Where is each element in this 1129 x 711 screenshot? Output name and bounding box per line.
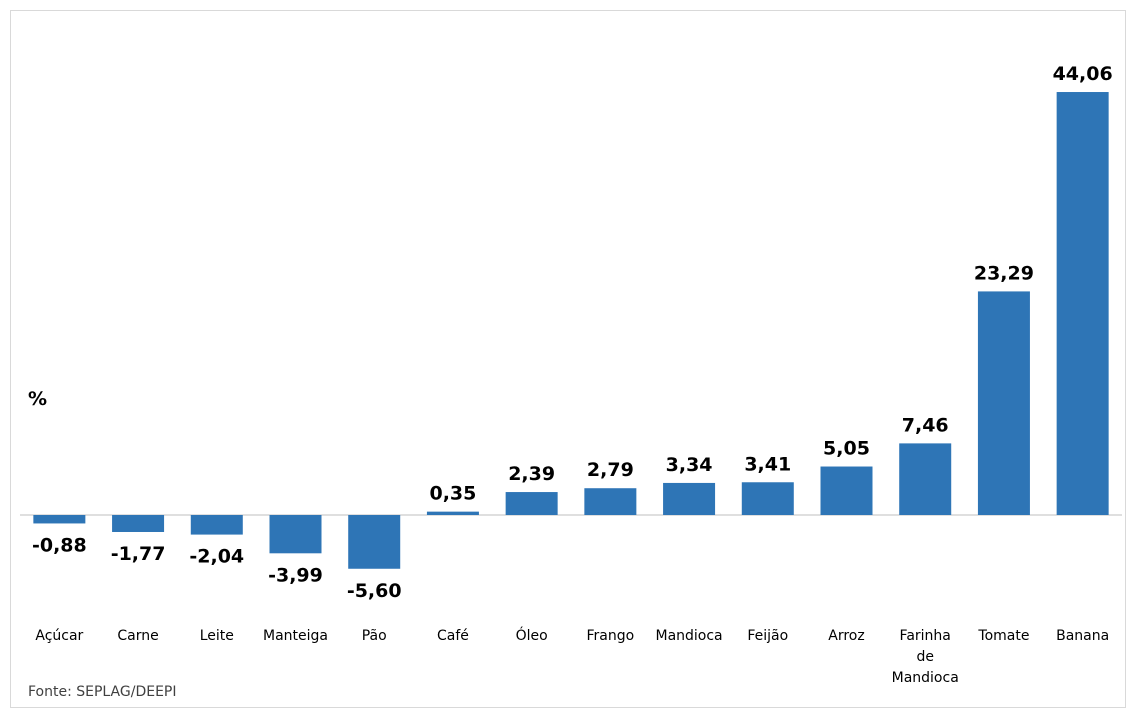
bar-6 [505, 492, 558, 515]
bar-11 [899, 443, 952, 515]
value-label-9: 3,41 [744, 453, 791, 475]
bar-7 [584, 488, 637, 515]
bar-4 [348, 515, 401, 569]
value-label-3: -3,99 [268, 564, 323, 586]
category-label-9: Feijão [747, 628, 788, 644]
value-label-0: -0,88 [32, 534, 87, 556]
value-label-5: 0,35 [429, 483, 476, 505]
value-label-7: 2,79 [587, 459, 634, 481]
category-label-2: Leite [200, 628, 234, 644]
value-label-10: 5,05 [823, 438, 870, 460]
value-label-1: -1,77 [111, 543, 166, 565]
value-label-12: 23,29 [974, 262, 1034, 284]
bar-13 [1056, 92, 1109, 516]
category-label-12: Tomate [977, 628, 1029, 644]
bar-8 [663, 482, 716, 515]
bar-9 [741, 482, 794, 515]
bar-3 [269, 515, 322, 554]
value-label-4: -5,60 [347, 580, 402, 602]
bar-5 [426, 511, 479, 515]
category-label-10: Arroz [828, 628, 864, 644]
category-label-7: Frango [587, 628, 635, 644]
source-note: Fonte: SEPLAG/DEEPI [28, 684, 177, 700]
value-label-2: -2,04 [189, 546, 244, 568]
bar-1 [112, 515, 165, 532]
category-label-0: Açúcar [35, 628, 83, 644]
category-label-13: Banana [1056, 628, 1109, 644]
category-label-1: Carne [117, 628, 158, 644]
category-label-3: Manteiga [263, 628, 328, 644]
value-label-8: 3,34 [666, 454, 713, 476]
bar-10 [820, 466, 873, 515]
category-label-5: Café [437, 628, 469, 644]
value-label-6: 2,39 [508, 463, 555, 485]
category-label-6: Óleo [516, 626, 548, 644]
category-label-11: Farinha de Mandioca [892, 628, 959, 686]
category-label-4: Pão [362, 628, 387, 644]
value-label-13: 44,06 [1053, 63, 1113, 85]
chart-frame [10, 10, 1126, 708]
category-label-8: Mandioca [655, 628, 722, 644]
bar-0 [33, 515, 86, 524]
value-label-11: 7,46 [902, 414, 949, 436]
bar-2 [190, 515, 243, 535]
bar-12 [977, 291, 1030, 515]
y-axis-label: % [28, 388, 48, 410]
